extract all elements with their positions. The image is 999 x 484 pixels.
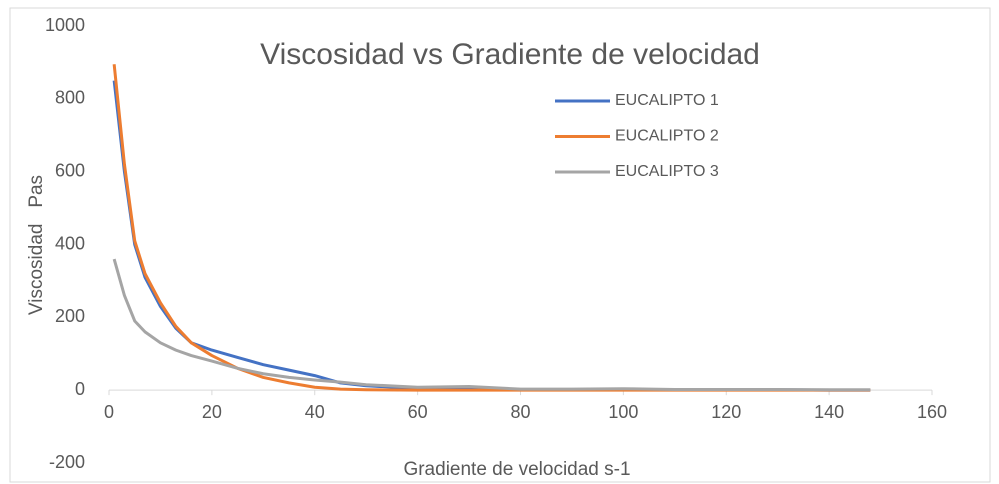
x-tick-label: 140	[814, 402, 844, 422]
x-tick-label: 160	[917, 402, 947, 422]
x-tick-label: 120	[711, 402, 741, 422]
x-tick-label: 60	[408, 402, 428, 422]
legend-label: EUCALIPTO 2	[615, 128, 719, 145]
y-tick-label: 400	[55, 233, 85, 253]
legend-label: EUCALIPTO 3	[615, 163, 719, 180]
x-tick-label: 20	[202, 402, 222, 422]
x-tick-label: 0	[104, 402, 114, 422]
y-tick-label: 600	[55, 160, 85, 180]
series-line	[112, 258, 871, 392]
x-tick-label: 40	[305, 402, 325, 422]
y-tick-label: 200	[55, 306, 85, 326]
chart-border	[9, 7, 991, 483]
legend-label: EUCALIPTO 1	[615, 92, 719, 109]
y-axis-label: Viscosidad Pas	[26, 175, 47, 315]
x-tick-label: 100	[608, 402, 638, 422]
chart-title: Viscosidad vs Gradiente de velocidad	[260, 38, 760, 71]
y-tick-label: 0	[75, 379, 85, 399]
y-tick-label: 800	[55, 88, 85, 108]
y-tick-label: -200	[49, 452, 85, 472]
x-tick-label: 80	[510, 402, 530, 422]
y-tick-label: 1000	[45, 15, 85, 35]
x-axis-label: Gradiente de velocidad s-1	[403, 459, 630, 480]
